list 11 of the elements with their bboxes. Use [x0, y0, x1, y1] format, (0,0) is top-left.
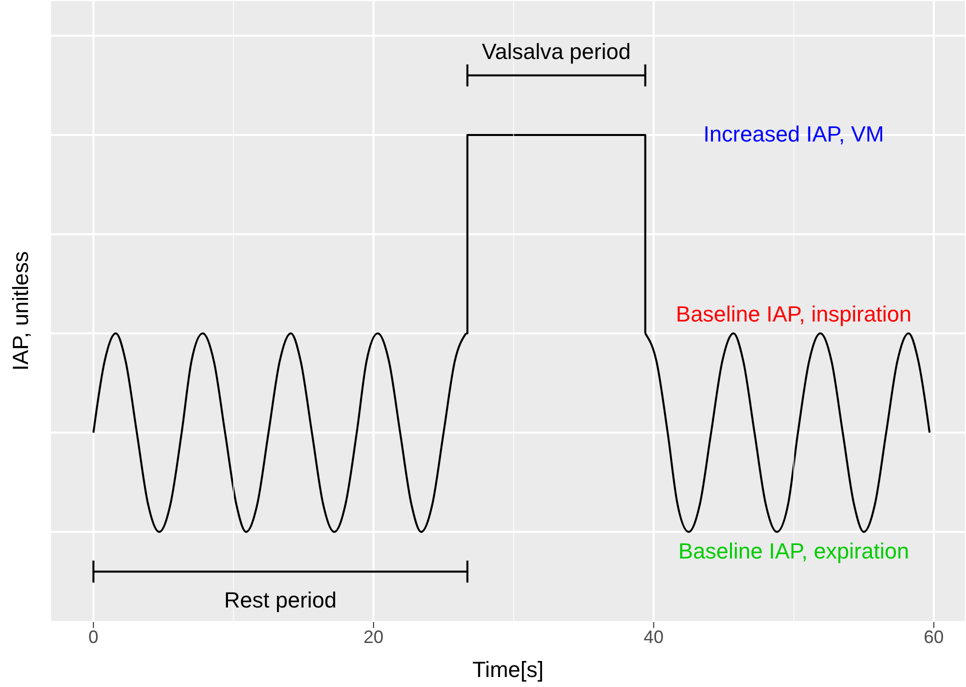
text: Baseline IAP, expiration — [678, 538, 910, 564]
x-tick-label: 40 — [644, 626, 664, 647]
annotation: Increased IAP, VM — [703, 122, 884, 147]
x-tick-label: 0 — [88, 626, 98, 647]
x-axis-title: Time[s] — [472, 657, 544, 682]
annotation: Baseline IAP, inspiration — [676, 301, 912, 326]
text: Valsalva period — [482, 39, 631, 64]
x-tick-label: 20 — [364, 626, 384, 647]
y-axis-title: IAP, unitless — [8, 251, 33, 371]
x-tick-label: 60 — [924, 626, 944, 647]
text: Rest period — [224, 587, 337, 612]
